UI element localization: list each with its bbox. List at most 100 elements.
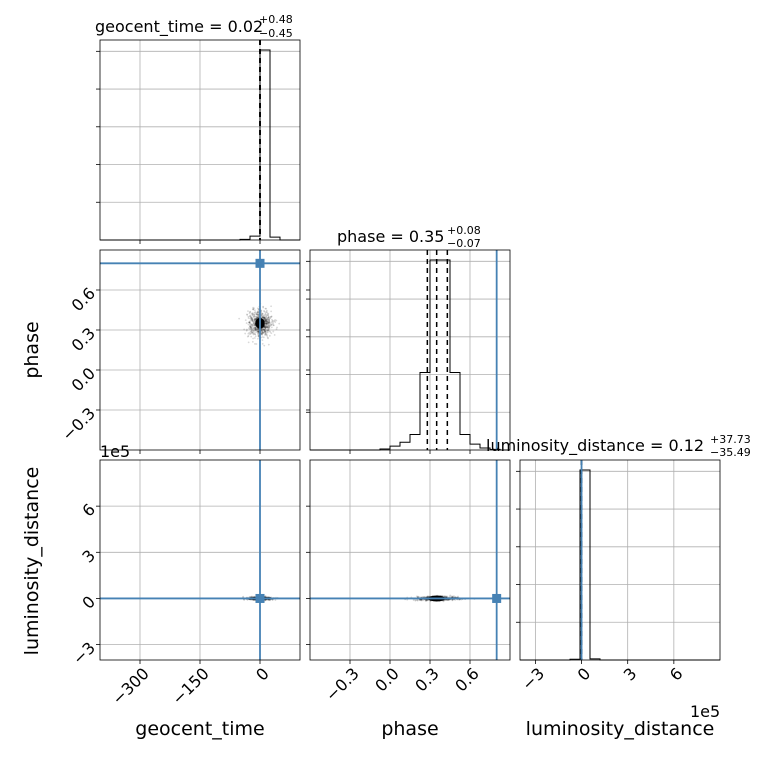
sample-point (257, 316, 259, 319)
sample-point (268, 328, 270, 331)
sample-point (264, 319, 267, 322)
sample-point (451, 595, 454, 598)
sample-point (264, 332, 267, 335)
sample-point (266, 317, 269, 320)
sample-point (257, 311, 260, 314)
scatter-group-0-2 (100, 460, 300, 660)
sample-point (270, 321, 273, 324)
sample-point (264, 326, 267, 329)
sample-point (248, 321, 251, 324)
sample-point (457, 595, 459, 598)
sample-point (257, 310, 259, 313)
sample-point (261, 327, 264, 330)
sample-point (265, 315, 268, 318)
sample-point (269, 317, 272, 320)
sample-point (445, 595, 448, 598)
sample-point (253, 324, 256, 327)
x-tick-label-luminosity-distance: −3 (518, 664, 548, 694)
sample-point (257, 315, 260, 318)
sample-point (267, 327, 270, 330)
sample-point (250, 326, 252, 329)
sample-point (248, 596, 251, 598)
sample-point (262, 314, 265, 317)
sample-point (252, 599, 255, 601)
sample-point (265, 322, 268, 324)
sample-point (265, 322, 268, 325)
sample-point (255, 327, 258, 330)
sample-point (252, 323, 254, 326)
sample-point (255, 313, 258, 316)
sample-point (265, 309, 268, 312)
sample-point (249, 311, 251, 314)
sample-point (265, 319, 268, 322)
sample-point (264, 319, 266, 322)
sample-point (266, 336, 269, 339)
sample-point (266, 326, 268, 329)
sample-point (264, 322, 267, 325)
sample-point (416, 596, 419, 598)
sample-point (251, 313, 254, 316)
sample-point (250, 312, 253, 315)
sample-point (266, 335, 269, 337)
sample-point (254, 326, 257, 329)
sample-point (263, 316, 266, 319)
sample-point (263, 329, 266, 331)
sample-point (265, 311, 268, 313)
sample-point (252, 599, 255, 601)
sample-point (264, 321, 267, 324)
sample-point (254, 326, 257, 329)
sample-point (246, 335, 249, 338)
x-tick-label-geocent-time: 0 (252, 664, 273, 685)
sample-point (250, 316, 252, 318)
title-phase-sup: +0.08 (447, 224, 481, 237)
sample-point (253, 318, 256, 321)
sample-point (264, 318, 267, 321)
sample-point (246, 313, 248, 316)
sample-point (265, 333, 268, 336)
y-tick-label-luminosity-distance: 0 (78, 592, 99, 613)
sample-point (270, 332, 273, 335)
sample-point (267, 343, 270, 346)
sample-point (255, 343, 258, 345)
sample-point (250, 317, 253, 320)
sample-point (251, 318, 254, 321)
sample-point (265, 307, 267, 310)
sample-point (264, 317, 267, 320)
sample-point (253, 318, 256, 321)
sample-point (249, 314, 252, 317)
sample-point (248, 327, 250, 330)
sample-point (261, 330, 263, 333)
sample-point (264, 318, 267, 321)
sample-point (253, 324, 256, 327)
sample-point (267, 316, 270, 318)
sample-point (266, 596, 269, 598)
sample-point (250, 323, 253, 325)
sample-point (247, 310, 249, 313)
sample-point (263, 317, 266, 320)
sample-point (268, 319, 270, 321)
sample-point (244, 319, 247, 322)
sample-point (263, 330, 266, 333)
sample-point (448, 598, 451, 601)
x-tick-label-luminosity-distance: 0 (574, 664, 595, 685)
sample-point (270, 324, 273, 326)
sample-point (247, 341, 250, 344)
scatter-group-1-2 (310, 460, 510, 660)
sample-point (264, 319, 267, 321)
sample-point (266, 321, 269, 323)
sample-point (261, 315, 263, 318)
sample-point (250, 319, 253, 322)
sample-point (245, 328, 248, 331)
sample-point (254, 343, 256, 345)
sample-point (249, 327, 252, 329)
sample-point (260, 332, 263, 335)
title-phase-main: phase = 0.35 (337, 227, 444, 246)
sample-point (267, 316, 270, 319)
sample-point (254, 328, 257, 331)
sample-point (268, 319, 271, 322)
sample-point (260, 314, 263, 316)
sample-point (267, 321, 269, 324)
sample-point (266, 313, 269, 316)
sample-point (254, 312, 257, 315)
y-tick-label-luminosity-distance: 6 (78, 500, 99, 521)
